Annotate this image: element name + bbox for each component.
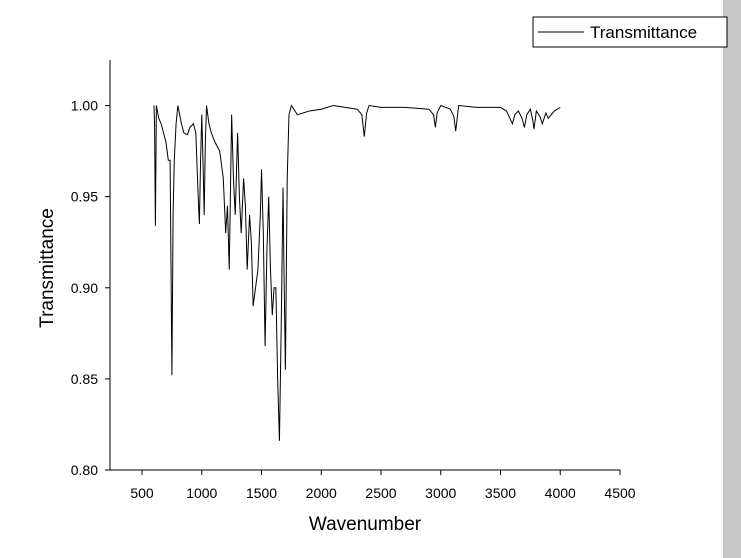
x-tick-label: 2000 (306, 485, 337, 501)
side-bar (723, 0, 741, 558)
x-tick-label: 4000 (545, 485, 576, 501)
y-axis-label: Transmittance (37, 208, 58, 328)
x-tick-label: 4500 (604, 485, 635, 501)
spectrum-line (153, 104, 561, 441)
y-tick-label: 1.00 (71, 98, 98, 114)
x-tick-label: 3000 (425, 485, 456, 501)
legend-label: Transmittance (590, 23, 697, 42)
x-axis-label: Wavenumber (309, 514, 422, 535)
x-tick-label: 1500 (246, 485, 277, 501)
x-tick-label: 500 (130, 485, 154, 501)
x-tick-label: 1000 (186, 485, 217, 501)
x-tick-label: 2500 (365, 485, 396, 501)
x-tick-label: 3500 (485, 485, 516, 501)
y-tick-label: 0.95 (71, 189, 98, 205)
y-tick-label: 0.90 (71, 280, 98, 296)
y-tick-label: 0.85 (71, 371, 98, 387)
y-tick-label: 0.80 (71, 462, 98, 478)
